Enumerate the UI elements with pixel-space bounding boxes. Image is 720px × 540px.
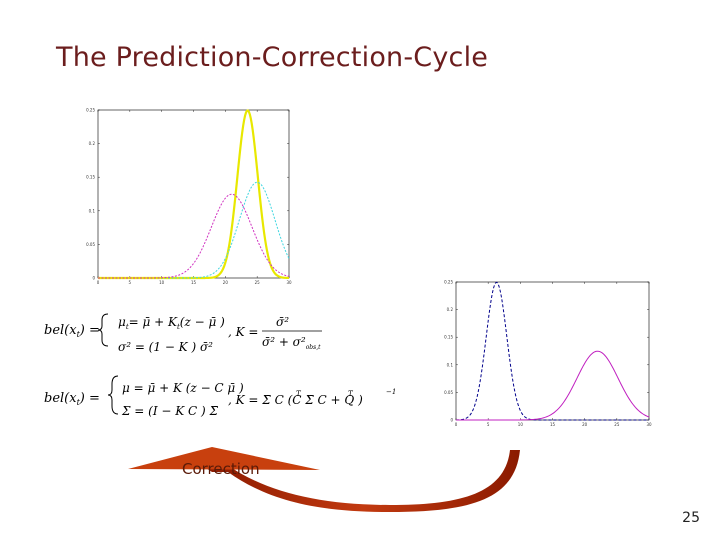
correction-chart: 0.25 0.2 0.15 0.1 0.05 00 5 10 15 20 25 30 <box>444 280 652 428</box>
y-tick-label: 0.2 <box>89 141 96 146</box>
x-tick-label: 0 <box>97 280 100 285</box>
series-line-1 <box>456 350 650 421</box>
x-tick-label: 30 <box>646 422 652 427</box>
y-tick-label: 0.05 <box>86 242 95 247</box>
x-tick-label: 20 <box>582 422 588 427</box>
eq1-mu-line: μt= μ̄ + Kt(z − μ̄ ) <box>118 315 225 331</box>
equation-1d-correction: bel(xt) = μt= μ̄ + Kt(z − μ̄ ) σ² = (1 −… <box>44 313 322 354</box>
series-line-0 <box>455 281 649 421</box>
arrow-head <box>128 447 320 470</box>
eq1-k-num: σ̄² <box>276 315 289 329</box>
x-tick-label: 15 <box>191 280 197 285</box>
y-tick-label: 0.25 <box>86 108 95 113</box>
x-tick-label: 20 <box>223 280 229 285</box>
eq2-k-sup-2: T <box>348 390 354 398</box>
eq2-k: , K = Σ̄ C (C Σ̄ C + Q ) <box>228 393 363 407</box>
y-tick-label: 0 <box>450 418 453 423</box>
x-tick-label: 25 <box>614 422 620 427</box>
x-tick-label: 5 <box>487 422 490 427</box>
eq2-lhs: bel(xt) = <box>44 391 100 407</box>
x-tick-label: 25 <box>255 280 261 285</box>
eq1-lhs: bel(xt) = <box>44 323 100 339</box>
correction-label: Correction <box>182 460 260 478</box>
eq2-k-sup-3: −1 <box>386 388 396 396</box>
eq1-var-line: σ² = (1 − K ) σ̄² <box>118 340 213 354</box>
y-tick-label: 0.2 <box>447 307 454 312</box>
x-tick-label: 10 <box>159 280 165 285</box>
cycle-arrow <box>128 447 520 512</box>
eq2-k-sup-1: T <box>296 390 302 398</box>
x-tick-label: 10 <box>518 422 524 427</box>
x-tick-label: 30 <box>286 280 292 285</box>
slide-number: 25 <box>682 510 700 526</box>
y-tick-label: 0.25 <box>444 280 453 285</box>
eq1-k: , K = <box>228 325 258 339</box>
equation-kalman-correction: bel(xt) = μ = μ̄ + K (z − C μ̄ ) Σ = (I … <box>44 375 396 418</box>
arrow-body <box>206 450 520 512</box>
x-tick-label: 5 <box>129 280 132 285</box>
y-tick-label: 0.1 <box>447 362 454 367</box>
y-tick-label: 0.15 <box>86 175 95 180</box>
y-tick-label: 0.1 <box>89 208 96 213</box>
series-line-0 <box>98 109 290 280</box>
eq2-mu-line: μ = μ̄ + K (z − C μ̄ ) <box>122 381 244 395</box>
prediction-chart: 0.25 0.2 0.15 0.1 0.05 00 5 10 15 20 25 30 <box>86 108 292 286</box>
y-tick-label: 0 <box>92 276 95 281</box>
x-tick-label: 0 <box>455 422 458 427</box>
eq2-sigma-line: Σ = (I − K C ) Σ̄ <box>121 404 219 418</box>
eq1-k-den: σ̄² + σ²obs,t <box>262 335 321 351</box>
y-tick-label: 0.15 <box>444 335 453 340</box>
series-line-2 <box>98 193 290 279</box>
x-tick-label: 15 <box>550 422 556 427</box>
slide-title: The Prediction-Correction-Cycle <box>56 42 489 73</box>
y-tick-label: 0.05 <box>444 390 453 395</box>
chart-frame <box>455 281 650 421</box>
